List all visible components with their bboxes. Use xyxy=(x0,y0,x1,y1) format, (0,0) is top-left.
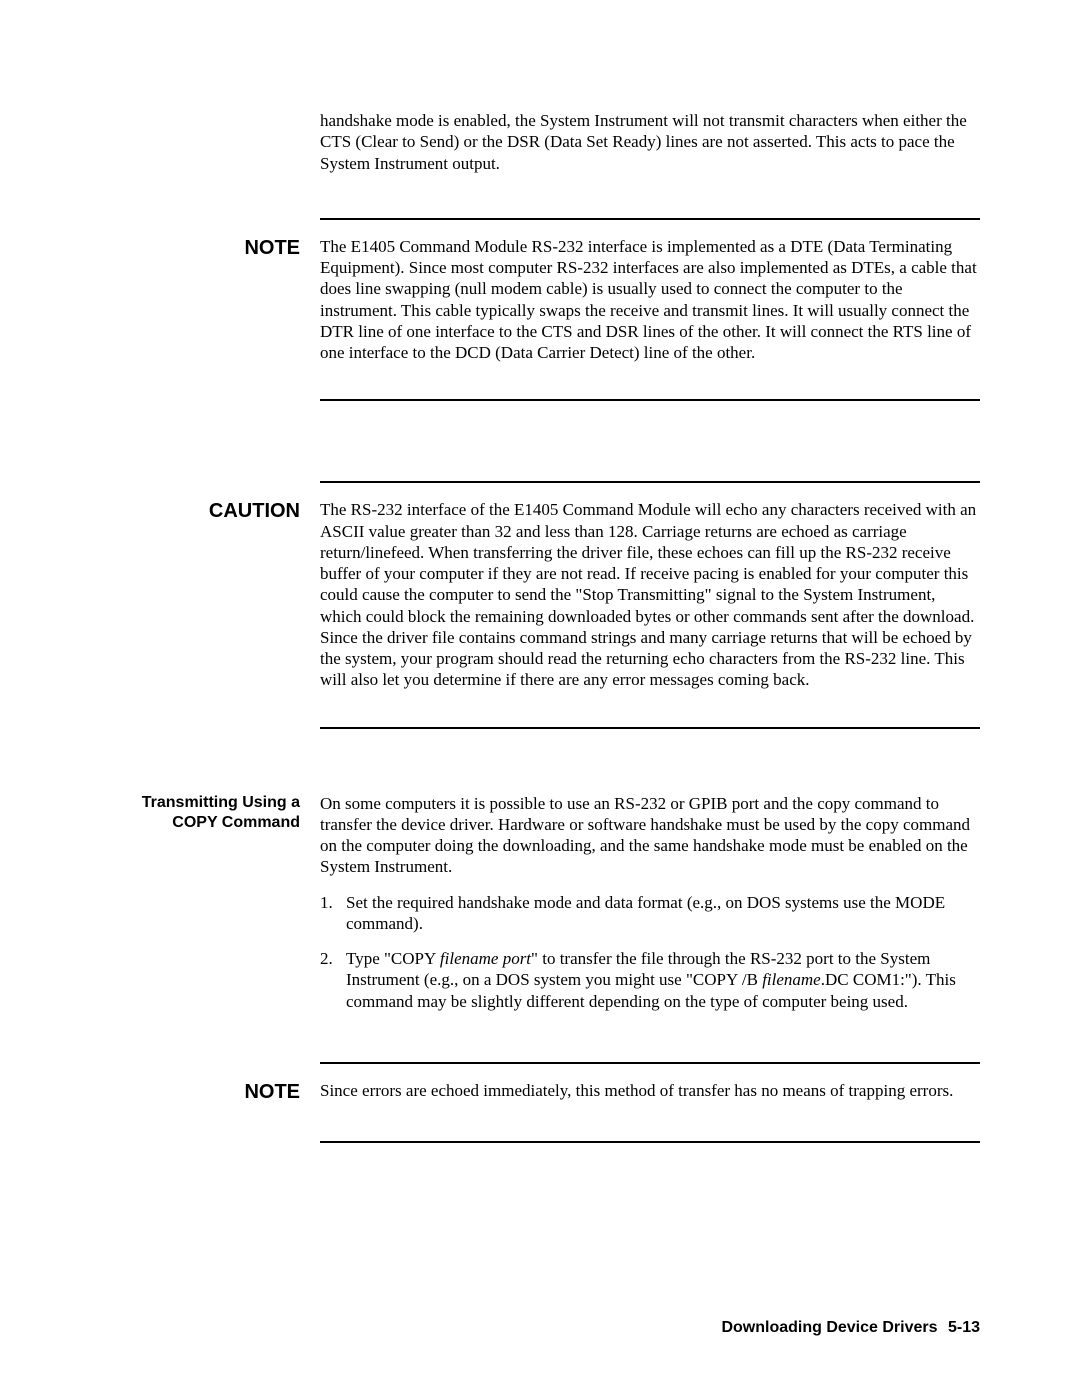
page: handshake mode is enabled, the System In… xyxy=(0,0,1080,1397)
note2-block: NOTE Since errors are echoed immediately… xyxy=(100,1080,980,1105)
step2-number: 2. xyxy=(320,948,346,969)
caution-text: The RS-232 interface of the E1405 Comman… xyxy=(320,499,980,690)
copy-block: Transmitting Using a COPY Command On som… xyxy=(100,793,980,1026)
rule-after-note2 xyxy=(100,1125,980,1159)
rule-before-caution xyxy=(100,465,980,499)
step2-pre: Type "COPY xyxy=(346,949,440,968)
rule-after-note1 xyxy=(100,383,980,417)
note2-label: NOTE xyxy=(100,1080,320,1105)
footer-page-number: 5-13 xyxy=(948,1319,980,1336)
step2-italic-2: filename xyxy=(762,970,821,989)
step1-text: Set the required handshake mode and data… xyxy=(346,892,980,935)
intro-block: handshake mode is enabled, the System In… xyxy=(100,110,980,174)
copy-step-2: 2. Type "COPY filename port" to transfer… xyxy=(320,948,980,1012)
footer-title: Downloading Device Drivers xyxy=(721,1319,937,1336)
copy-steps-list: 1. Set the required handshake mode and d… xyxy=(320,892,980,1012)
caution-label: CAUTION xyxy=(100,499,320,524)
note2-text: Since errors are echoed immediately, thi… xyxy=(320,1080,980,1101)
copy-step-1: 1. Set the required handshake mode and d… xyxy=(320,892,980,935)
copy-section-body: On some computers it is possible to use … xyxy=(320,793,980,1026)
rule-before-note1 xyxy=(100,202,980,236)
step2-text: Type "COPY filename port" to transfer th… xyxy=(346,948,980,1012)
note1-block: NOTE The E1405 Command Module RS-232 int… xyxy=(100,236,980,364)
rule-after-caution xyxy=(100,711,980,745)
caution-block: CAUTION The RS-232 interface of the E140… xyxy=(100,499,980,690)
page-footer: Downloading Device Drivers 5-13 xyxy=(721,1319,980,1337)
copy-intro: On some computers it is possible to use … xyxy=(320,793,980,878)
rule-before-note2 xyxy=(100,1046,980,1080)
note1-label: NOTE xyxy=(100,236,320,261)
step1-number: 1. xyxy=(320,892,346,913)
intro-text: handshake mode is enabled, the System In… xyxy=(320,110,980,174)
copy-section-label: Transmitting Using a COPY Command xyxy=(100,793,320,833)
step2-italic-1: filename port xyxy=(440,949,531,968)
note1-text: The E1405 Command Module RS-232 interfac… xyxy=(320,236,980,364)
